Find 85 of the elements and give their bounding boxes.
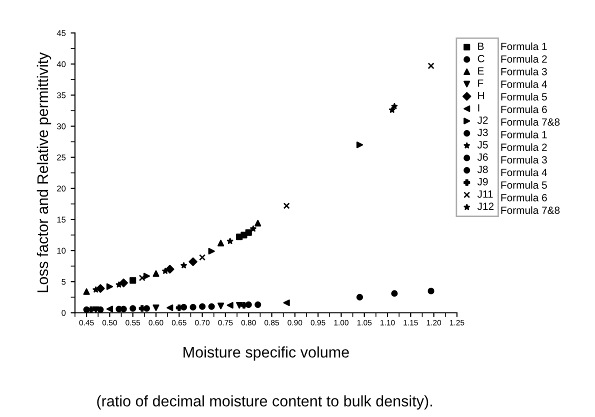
text: Formula 2 (501, 143, 547, 151)
legend-label: J3 (477, 128, 488, 136)
legend-label: H (478, 92, 484, 100)
point (208, 303, 215, 310)
text: Formula 4 (501, 168, 548, 176)
y-tick-label: 35 (56, 92, 66, 98)
point (138, 274, 146, 282)
point (119, 278, 128, 288)
point (226, 238, 234, 244)
text: Formula 1 (501, 42, 547, 50)
point (143, 272, 150, 280)
point (254, 220, 262, 227)
point (130, 277, 136, 284)
point (180, 262, 187, 268)
y-tick-label: 40 (56, 61, 66, 68)
point (391, 103, 398, 110)
legend-label: J5 (477, 141, 488, 148)
point (130, 305, 136, 312)
legend-label: I (478, 104, 480, 112)
point (92, 286, 99, 293)
point (83, 288, 90, 295)
legend-label: J2 (477, 116, 488, 124)
text: Formula 3 (501, 156, 547, 164)
y-tick-label: 20 (57, 186, 66, 192)
x-axis-title: Moisture specific volume (184, 346, 349, 361)
point (254, 301, 262, 308)
point (166, 264, 174, 274)
y-tick-label: 45 (56, 30, 66, 36)
point (218, 240, 224, 246)
point (120, 306, 127, 312)
legend-label: J12 (477, 202, 494, 210)
point (152, 270, 160, 277)
text: Formula 6 (501, 105, 547, 114)
point (226, 302, 234, 309)
y-tick-label: 25 (57, 154, 66, 160)
legend-label: C (478, 54, 484, 62)
text: (ratio of decimal moisture content to bulk density). (97, 395, 432, 410)
text: Formula 1 (501, 130, 547, 138)
y-tick-label: 30 (56, 123, 66, 130)
point (208, 248, 215, 254)
point (283, 202, 290, 210)
text: Formula 5 (501, 181, 547, 189)
y-tick-label: 15 (57, 216, 66, 223)
text: Formula 7&8 (501, 118, 560, 126)
y-tick-label: 0 (62, 310, 66, 316)
text: Formula 6 (501, 194, 547, 202)
point (428, 288, 434, 294)
text: Formula 4 (501, 80, 548, 88)
point (250, 226, 256, 232)
point (240, 302, 248, 309)
legend-label: E (478, 67, 484, 74)
point (176, 304, 182, 312)
point (106, 283, 113, 290)
point (97, 306, 104, 313)
point (240, 232, 248, 238)
point (356, 142, 364, 148)
y-axis-title: Loss factor and Relative permittivity (36, 52, 52, 292)
point (152, 304, 160, 312)
text: Formula 3 (501, 68, 547, 76)
legend-label: J8 (477, 166, 488, 174)
point (218, 302, 224, 310)
legend-label: B (478, 42, 484, 50)
point (199, 254, 206, 261)
point (236, 302, 243, 309)
legend-label: J6 (477, 153, 488, 161)
point (188, 257, 198, 266)
point (283, 300, 290, 306)
text: Formula 5 (501, 92, 547, 101)
legend-label: F (478, 80, 484, 87)
point (190, 304, 196, 310)
point (428, 62, 434, 70)
y-tick-label: 10 (57, 248, 66, 254)
legend-label: J11 (477, 190, 493, 198)
point (166, 304, 174, 312)
point (245, 229, 252, 236)
legend-label: J9 (477, 178, 488, 186)
y-tick-label: 5 (62, 278, 66, 285)
point (356, 294, 364, 300)
point (116, 281, 122, 288)
point (106, 306, 113, 312)
text: Formula 2 (501, 55, 547, 63)
point (391, 290, 398, 297)
point (199, 303, 206, 310)
point (388, 106, 396, 113)
text: Formula 7&8 (501, 206, 560, 214)
